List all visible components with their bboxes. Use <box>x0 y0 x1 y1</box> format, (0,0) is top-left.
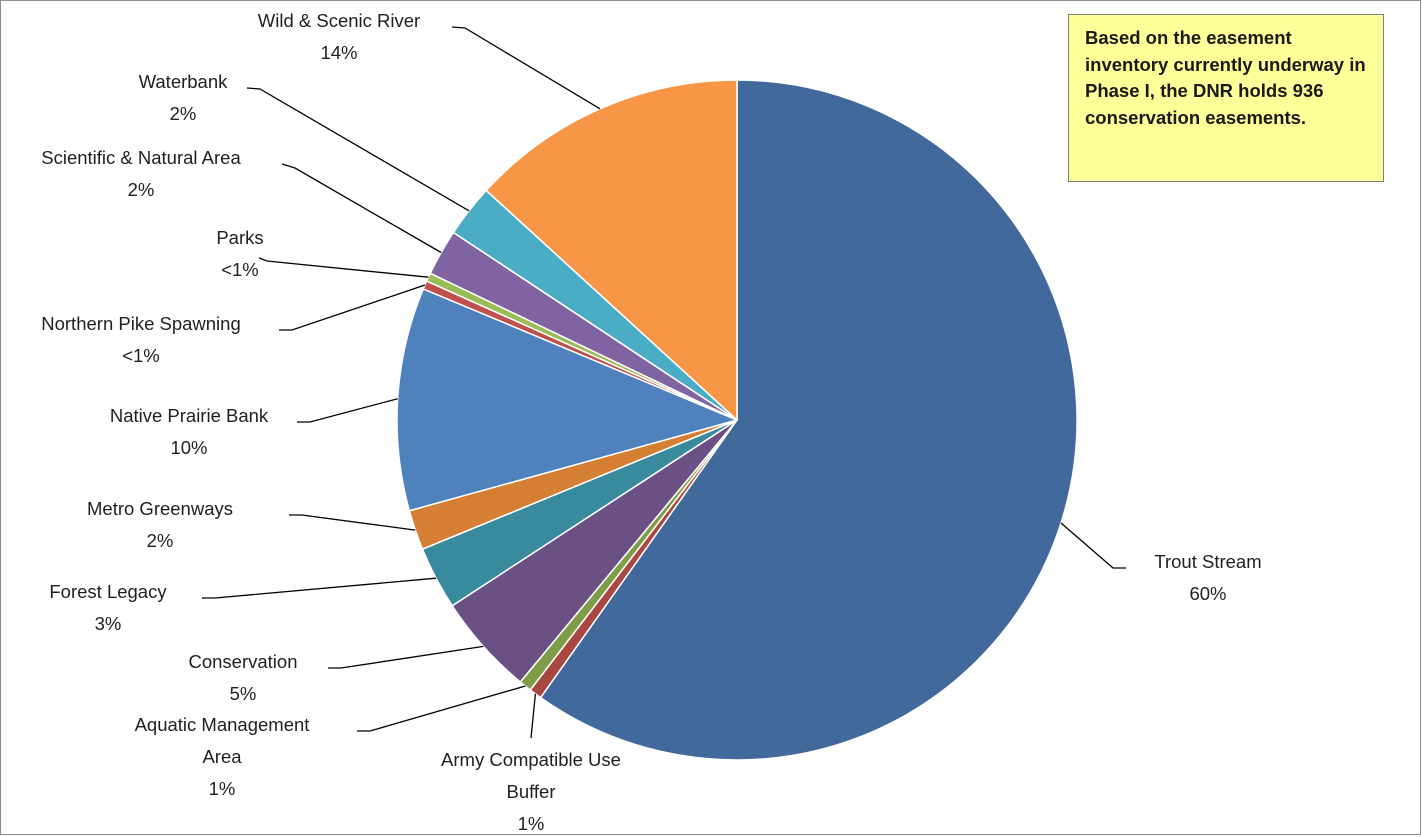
slice-name: Trout Stream <box>1154 551 1261 572</box>
slice-percent: <1% <box>221 259 259 280</box>
slice-label: Army Compatible Use Buffer 1% <box>441 749 621 834</box>
slice-labels: Trout Stream 60% Army Compatible Use Buffer… <box>41 10 1261 834</box>
slice-name: Northern Pike Spawning <box>41 313 241 334</box>
slice-name: Wild & Scenic River <box>258 10 420 31</box>
leader-line <box>328 645 484 669</box>
slice-label: Metro Greenways 2% <box>87 498 233 551</box>
leader-line <box>246 87 470 212</box>
slice-name: Army Compatible Use <box>441 749 621 770</box>
slice-name: Waterbank <box>139 71 229 92</box>
leader-line <box>357 685 526 732</box>
slice-label: Conservation 5% <box>188 651 297 704</box>
slice-name: Conservation <box>188 651 297 672</box>
slice-percent: 2% <box>128 179 155 200</box>
slice-name: Forest Legacy <box>49 581 167 602</box>
slice-percent: 2% <box>170 103 197 124</box>
slice-percent: 2% <box>147 530 174 551</box>
pie-slice-wild-scenic-river <box>485 79 738 421</box>
leader-line <box>297 398 398 423</box>
slice-label: Waterbank 2% <box>139 71 229 124</box>
slice-percent: <1% <box>122 345 160 366</box>
leader-line <box>279 284 426 331</box>
slice-name: Area <box>202 746 242 767</box>
slice-label: Northern Pike Spawning <1% <box>41 313 241 366</box>
slice-name: Scientific & Natural Area <box>41 147 241 168</box>
slice-label: Trout Stream 60% <box>1154 551 1261 604</box>
pie-slices <box>396 79 1078 761</box>
slice-label: Aquatic Management Area 1% <box>135 714 310 799</box>
leader-line <box>258 257 429 278</box>
slice-name: Buffer <box>506 781 555 802</box>
slice-name: Native Prairie Bank <box>110 405 269 426</box>
leader-line <box>281 163 442 254</box>
slice-percent: 1% <box>518 813 545 834</box>
slice-percent: 60% <box>1189 583 1226 604</box>
leader-lines <box>202 26 1126 739</box>
annotation-callout: Based on the easement inventory currentl… <box>1068 14 1384 182</box>
slice-label: Parks <1% <box>216 227 263 280</box>
slice-label: Native Prairie Bank 10% <box>110 405 269 458</box>
leader-line <box>1060 522 1126 569</box>
leader-line <box>202 577 437 599</box>
slice-name: Parks <box>216 227 263 248</box>
slice-label: Forest Legacy 3% <box>49 581 167 634</box>
slice-percent: 3% <box>95 613 122 634</box>
leader-line <box>451 26 601 110</box>
pie-slice-native-prairie-bank <box>396 288 738 512</box>
slice-percent: 1% <box>209 778 236 799</box>
leader-line <box>289 514 416 531</box>
slice-name: Metro Greenways <box>87 498 233 519</box>
leader-line <box>530 693 537 739</box>
slice-percent: 5% <box>230 683 257 704</box>
annotation-text: Based on the easement inventory currentl… <box>1085 27 1366 128</box>
slice-label: Scientific & Natural Area 2% <box>41 147 241 200</box>
slice-percent: 14% <box>320 42 357 63</box>
slice-name: Aquatic Management <box>135 714 310 735</box>
slice-percent: 10% <box>170 437 207 458</box>
slice-label: Wild & Scenic River 14% <box>258 10 420 63</box>
